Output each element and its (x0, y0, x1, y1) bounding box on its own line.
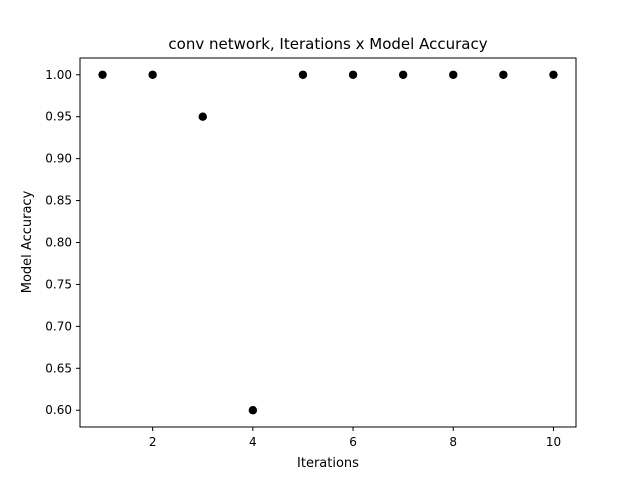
data-point (499, 70, 508, 79)
y-tick-label: 0.80 (45, 236, 72, 250)
y-axis-label: Model Accuracy (20, 190, 35, 293)
y-tick-label: 0.90 (45, 152, 72, 166)
x-tick-label: 6 (349, 435, 357, 449)
data-point (549, 70, 558, 79)
data-point (449, 70, 458, 79)
y-tick-label: 0.95 (45, 110, 72, 124)
y-tick-label: 0.75 (45, 277, 72, 291)
x-axis-ticks: 2 4 6 8 10 (149, 427, 561, 449)
y-tick-label: 1.00 (45, 68, 72, 82)
data-point (148, 70, 157, 79)
data-point (348, 70, 358, 79)
data-point (248, 406, 258, 415)
data-point (398, 70, 408, 79)
x-tick-label: 4 (249, 435, 257, 449)
y-tick-label: 0.70 (45, 319, 72, 333)
y-axis-ticks: 0.60 0.65 0.70 0.75 0.80 0.85 0.90 0.95 1.00 (45, 68, 80, 417)
x-tick-label: 10 (546, 435, 561, 449)
data-points (98, 70, 558, 415)
chart-title: conv network, Iterations x Model Accurac… (168, 35, 487, 53)
y-tick-label: 0.85 (45, 194, 72, 208)
y-tick-label: 0.65 (45, 361, 72, 375)
x-tick-label: 8 (449, 435, 457, 449)
data-point (198, 112, 207, 121)
x-tick-label: 2 (149, 435, 157, 449)
y-tick-label: 0.60 (45, 403, 72, 417)
plot-frame (79, 57, 577, 428)
x-axis-label: Iterations (297, 456, 359, 471)
data-point (298, 70, 308, 79)
data-point (98, 70, 107, 79)
plot-area: 2 4 6 8 10 0.60 0.65 0.70 0.75 0.80 0.85 0.90 0.95 1… (45, 57, 577, 449)
